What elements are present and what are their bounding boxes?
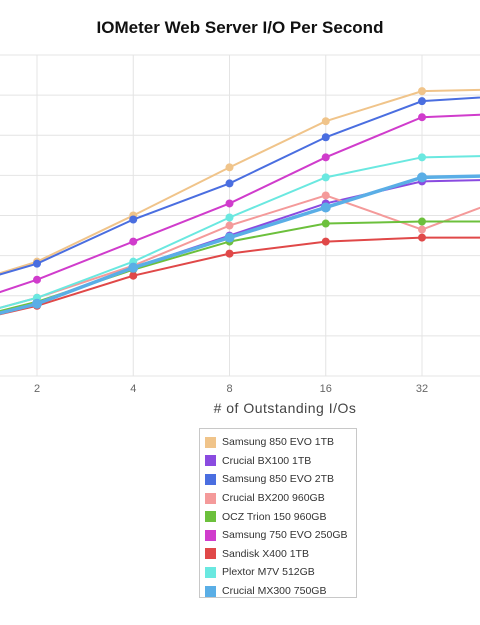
legend-label: Samsung 850 EVO 2TB — [222, 473, 335, 486]
data-point — [418, 153, 426, 162]
data-point — [225, 163, 234, 172]
legend-item[interactable]: Crucial BX100 1TB — [200, 452, 356, 471]
legend: Samsung 850 EVO 1TB Crucial BX100 1TB Sams… — [199, 428, 357, 598]
series-3 — [0, 191, 480, 309]
legend-swatch — [205, 511, 216, 523]
grid — [0, 54, 480, 377]
legend-label: Samsung 750 EVO 250GB — [222, 529, 348, 542]
legend-item[interactable]: Sandisk X400 1TB — [200, 545, 356, 564]
data-point — [129, 215, 138, 224]
data-point — [321, 237, 330, 246]
x-tick-label: 4 — [130, 383, 136, 395]
data-point — [225, 179, 234, 188]
legend-label: Samsung 850 EVO 1TB — [222, 436, 335, 449]
legend-item[interactable]: Samsung 750 EVO 250GB — [200, 526, 356, 545]
x-tick-label: 2 — [34, 383, 40, 395]
legend-item[interactable]: Samsung 850 EVO 1TB — [200, 433, 356, 452]
data-point — [129, 237, 138, 246]
data-point — [418, 87, 426, 96]
data-point — [129, 271, 138, 280]
data-point — [418, 233, 426, 242]
legend-label: Sandisk X400 1TB — [222, 547, 309, 560]
series-2 — [0, 96, 480, 276]
legend-swatch — [205, 492, 216, 504]
data-point — [225, 249, 234, 258]
series-line — [0, 179, 480, 315]
data-point — [417, 172, 427, 183]
series-layer — [0, 87, 480, 316]
x-axis-label: # of Outstanding I/Os — [213, 400, 357, 416]
data-point — [33, 259, 41, 268]
data-point — [225, 221, 234, 230]
data-point — [321, 133, 330, 142]
x-ticks: 2 4 8 16 32 — [34, 383, 428, 395]
legend-swatch — [205, 548, 216, 560]
series-8 — [0, 172, 480, 315]
legend-item[interactable]: Samsung 850 EVO 2TB — [200, 470, 356, 489]
legend-item[interactable]: Plextor M7V 512GB — [200, 563, 356, 582]
legend-item[interactable]: Crucial MX300 750GB — [200, 582, 356, 601]
legend-swatch — [205, 436, 216, 448]
data-point — [128, 262, 139, 273]
data-point — [33, 275, 41, 284]
legend-item[interactable]: OCZ Trion 150 960GB — [200, 507, 356, 526]
data-point — [418, 225, 426, 234]
data-point — [321, 153, 330, 162]
x-tick-label: 16 — [320, 383, 332, 395]
data-point — [418, 217, 426, 226]
legend-swatch — [205, 585, 216, 597]
legend-label: Plextor M7V 512GB — [222, 566, 315, 579]
legend-swatch — [205, 473, 216, 485]
legend-swatch — [205, 566, 216, 578]
legend-label: Crucial MX300 750GB — [222, 585, 327, 598]
series-0 — [0, 87, 480, 275]
data-point — [225, 213, 234, 222]
legend-label: Crucial BX200 960GB — [222, 492, 325, 505]
legend-swatch — [205, 529, 216, 541]
data-point — [321, 173, 330, 182]
chart-title: IOMeter Web Server I/O Per Second — [96, 18, 384, 37]
series-line — [0, 88, 480, 275]
data-point — [321, 191, 330, 200]
data-point — [225, 199, 234, 208]
series-5 — [0, 113, 480, 294]
series-line — [0, 236, 480, 316]
x-tick-label: 32 — [416, 383, 428, 395]
data-point — [321, 117, 330, 126]
legend-label: OCZ Trion 150 960GB — [222, 510, 327, 523]
data-point — [32, 298, 42, 309]
data-point — [224, 232, 235, 243]
legend-label: Crucial BX100 1TB — [222, 454, 312, 467]
x-tick-label: 8 — [226, 383, 232, 395]
data-point — [418, 113, 426, 122]
legend-item[interactable]: Crucial BX200 960GB — [200, 489, 356, 508]
data-point — [321, 219, 330, 228]
series-line — [0, 96, 480, 276]
data-point — [418, 97, 426, 106]
data-point — [320, 202, 331, 213]
legend-swatch — [205, 455, 216, 467]
